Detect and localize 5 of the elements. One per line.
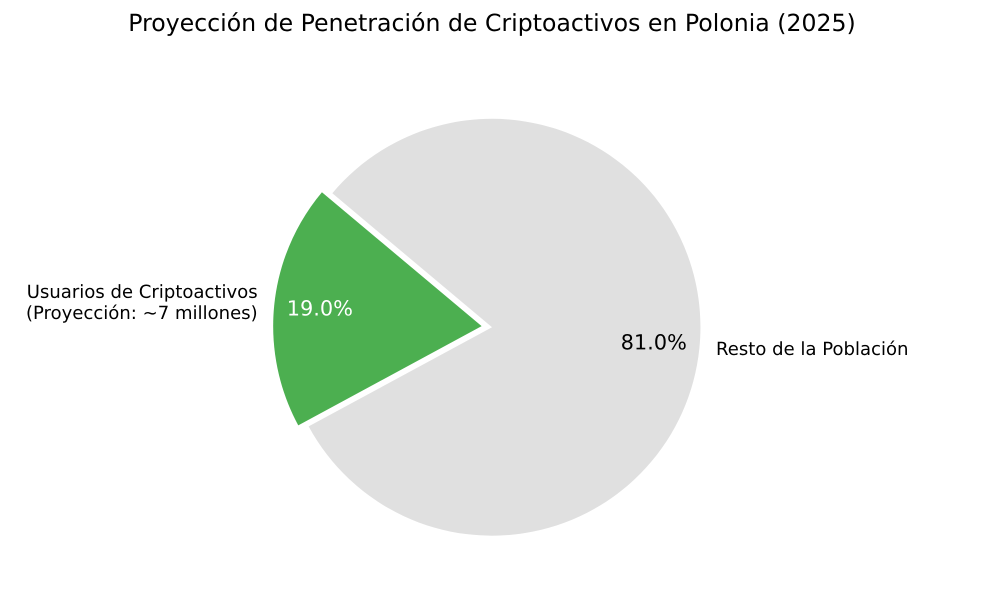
chart-title: Proyección de Penetración de Criptoactivos en Polonia (2025) [130,12,854,36]
slice-label: Resto de la Población [718,340,907,356]
slice-label: Usuarios de Criptoactivos (Proyección: ~7 millones) [27,284,257,323]
data-label: 19.0% [289,300,352,316]
data-label: 81.0% [622,334,686,350]
